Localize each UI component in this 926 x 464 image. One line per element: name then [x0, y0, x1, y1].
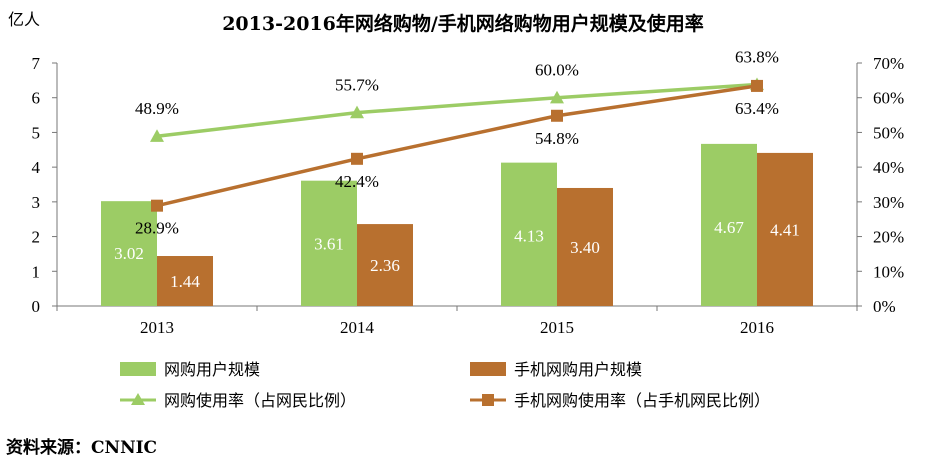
bar-data-label: 3.40 [570, 238, 600, 257]
legend-label: 手机网购使用率（占手机网民比例） [514, 391, 770, 410]
y-tick-label-right: 0% [873, 297, 896, 316]
y-tick-label-right: 60% [873, 89, 904, 108]
y-tick-label-left: 0 [32, 297, 41, 316]
legend-label: 网购使用率（占网民比例） [164, 391, 356, 410]
chart-title: 2013-2016年网络购物/手机网络购物用户规模及使用率 [222, 12, 704, 35]
bar-data-label: 4.67 [714, 218, 744, 237]
bar-data-label: 3.61 [314, 235, 344, 254]
line-point-marker [350, 105, 364, 119]
y-tick-label-right: 30% [873, 193, 904, 212]
bar [157, 256, 213, 306]
bar-data-label: 4.13 [514, 226, 544, 245]
line-data-label: 60.0% [535, 61, 579, 80]
line-point-marker [751, 79, 763, 92]
bar [757, 152, 813, 306]
line-point-marker [551, 109, 563, 122]
line-point-marker [150, 129, 164, 142]
bar [357, 224, 413, 306]
x-tick-label: 2014 [340, 318, 375, 337]
line-data-label: 28.9% [135, 219, 179, 238]
legend-swatch [120, 362, 156, 376]
bar [301, 180, 357, 306]
line-data-label: 63.8% [735, 48, 779, 67]
legend-swatch [470, 362, 506, 376]
y-tick-label-left: 4 [32, 158, 41, 177]
y-tick-label-left: 3 [32, 193, 41, 212]
y-tick-label-left: 1 [32, 262, 41, 281]
bar [501, 162, 557, 306]
bar [701, 143, 757, 306]
bar-data-label: 3.02 [114, 244, 144, 263]
y-tick-label-left: 6 [32, 89, 41, 108]
x-tick-label: 2013 [140, 318, 174, 337]
bar-data-label: 2.36 [370, 256, 400, 275]
y-tick-label-right: 40% [873, 158, 904, 177]
y-axis-unit-label: 亿人 [8, 10, 40, 29]
bar-data-label: 4.41 [770, 220, 800, 239]
y-tick-label-left: 5 [32, 123, 41, 142]
y-tick-label-right: 70% [873, 54, 904, 73]
line-data-label: 42.4% [335, 172, 379, 191]
line-data-label: 48.9% [135, 99, 179, 118]
line-point-marker [351, 152, 363, 165]
source-note: 资料来源：CNNIC [6, 438, 158, 458]
legend-marker [131, 393, 145, 405]
line-point-marker [550, 90, 564, 104]
x-tick-label: 2016 [740, 318, 774, 337]
series-line [156, 84, 758, 208]
bar [557, 187, 613, 306]
line-data-label: 55.7% [335, 76, 379, 95]
y-tick-label-right: 10% [873, 262, 904, 281]
bar-data-label: 1.44 [170, 272, 200, 291]
line-data-label: 63.4% [735, 99, 779, 118]
line-point-marker [151, 199, 163, 212]
series-line [156, 82, 758, 138]
y-tick-label-right: 50% [873, 123, 904, 142]
y-tick-label-right: 20% [873, 228, 904, 247]
x-tick-label: 2015 [540, 318, 574, 337]
legend-label: 手机网购用户规模 [514, 360, 642, 379]
legend-marker [482, 394, 494, 406]
y-tick-label-left: 2 [32, 228, 41, 247]
y-tick-label-left: 7 [32, 54, 41, 73]
bar [101, 201, 157, 306]
legend-label: 网购用户规模 [164, 360, 260, 379]
line-data-label: 54.8% [535, 129, 579, 148]
